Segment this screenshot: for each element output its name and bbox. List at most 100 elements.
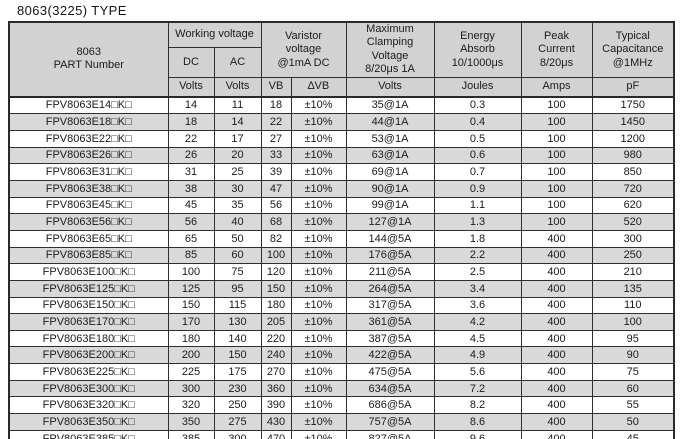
- ac-working-voltage-cell: 115: [213, 296, 262, 315]
- varistor-delta-vb-cell: ±10%: [290, 363, 347, 381]
- table-body: FPV8063E14□K□ 14 11 18 ±10% 35@1A 0.3 100 1750 FP…: [8, 96, 675, 439]
- unit-ac-volts: Volts: [213, 76, 262, 98]
- varistor-vb-cell: 470: [260, 429, 292, 439]
- varistor-delta-vb-cell: ±10%: [290, 429, 347, 439]
- varistor-vb-cell: 430: [260, 413, 292, 431]
- header-dc: DC: [167, 47, 215, 78]
- varistor-delta-vb-cell: ±10%: [290, 296, 347, 315]
- energy-absorb-cell: 3.6: [433, 296, 522, 315]
- max-clamping-voltage-cell: 387@5A: [345, 329, 435, 348]
- max-clamping-voltage-cell: 757@5A: [345, 413, 435, 431]
- part-number-cell: FPV8063E31□K□: [8, 163, 169, 181]
- varistor-delta-vb-cell: ±10%: [290, 96, 347, 115]
- dc-working-voltage-cell: 18: [167, 113, 215, 131]
- max-clamping-voltage-cell: 53@1A: [345, 129, 435, 148]
- varistor-vb-cell: 68: [260, 213, 292, 231]
- typical-capacitance-cell: 60: [591, 379, 675, 398]
- typical-capacitance-cell: 100: [591, 313, 675, 331]
- peak-current-cell: 100: [520, 129, 593, 148]
- typical-capacitance-cell: 250: [591, 246, 675, 265]
- part-number-cell: FPV8063E170□K□: [8, 313, 169, 331]
- varistor-delta-vb-cell: ±10%: [290, 263, 347, 281]
- max-clamping-voltage-cell: 35@1A: [345, 96, 435, 115]
- varistor-delta-vb-cell: ±10%: [290, 196, 347, 215]
- part-number-cell: FPV8063E150□K□: [8, 296, 169, 315]
- energy-absorb-cell: 2.2: [433, 246, 522, 265]
- part-number-cell: FPV8063E300□K□: [8, 379, 169, 398]
- part-number-cell: FPV8063E200□K□: [8, 346, 169, 365]
- part-number-cell: FPV8063E125□K□: [8, 279, 169, 298]
- max-clamping-voltage-cell: 211@5A: [345, 263, 435, 281]
- varistor-delta-vb-cell: ±10%: [290, 146, 347, 165]
- table-row: FPV8063E45□K□ 45 35 56 ±10% 99@1A 1.1 100 620: [8, 196, 675, 215]
- peak-current-cell: 400: [520, 396, 593, 415]
- ac-working-voltage-cell: 30: [213, 179, 262, 198]
- header-ac: AC: [213, 47, 262, 78]
- dc-working-voltage-cell: 170: [167, 313, 215, 331]
- table-row: FPV8063E38□K□ 38 30 47 ±10% 90@1A 0.9 100 720: [8, 179, 675, 198]
- dc-working-voltage-cell: 180: [167, 329, 215, 348]
- energy-absorb-cell: 9.6: [433, 429, 522, 439]
- varistor-delta-vb-cell: ±10%: [290, 396, 347, 415]
- table-row: FPV8063E225□K□ 225 175 270 ±10% 475@5A 5.6 400 7…: [8, 363, 675, 381]
- varistor-delta-vb-cell: ±10%: [290, 329, 347, 348]
- typical-capacitance-cell: 135: [591, 279, 675, 298]
- part-number-cell: FPV8063E225□K□: [8, 363, 169, 381]
- energy-absorb-cell: 4.5: [433, 329, 522, 348]
- ac-working-voltage-cell: 150: [213, 346, 262, 365]
- varistor-vb-cell: 390: [260, 396, 292, 415]
- energy-absorb-cell: 3.4: [433, 279, 522, 298]
- typical-capacitance-cell: 980: [591, 146, 675, 165]
- header-max-clamping-voltage: Maximum Clamping Voltage 8/20μs 1A: [345, 21, 435, 78]
- typical-capacitance-cell: 620: [591, 196, 675, 215]
- energy-absorb-cell: 1.1: [433, 196, 522, 215]
- table-row: FPV8063E31□K□ 31 25 39 ±10% 69@1A 0.7 100 850: [8, 163, 675, 181]
- dc-working-voltage-cell: 38: [167, 179, 215, 198]
- ac-working-voltage-cell: 75: [213, 263, 262, 281]
- varistor-vb-cell: 33: [260, 146, 292, 165]
- part-number-cell: FPV8063E350□K□: [8, 413, 169, 431]
- typical-capacitance-cell: 95: [591, 329, 675, 348]
- peak-current-cell: 100: [520, 96, 593, 115]
- unit-clamping-volts: Volts: [345, 76, 435, 98]
- typical-capacitance-cell: 300: [591, 229, 675, 248]
- header-varistor-voltage: Varistor voltage @1mA DC: [260, 21, 347, 78]
- varistor-delta-vb-cell: ±10%: [290, 129, 347, 148]
- table-row: FPV8063E200□K□ 200 150 240 ±10% 422@5A 4.9 400 9…: [8, 346, 675, 365]
- max-clamping-voltage-cell: 127@1A: [345, 213, 435, 231]
- typical-capacitance-cell: 210: [591, 263, 675, 281]
- max-clamping-voltage-cell: 90@1A: [345, 179, 435, 198]
- table-row: FPV8063E300□K□ 300 230 360 ±10% 634@5A 7.2 400 6…: [8, 379, 675, 398]
- ac-working-voltage-cell: 250: [213, 396, 262, 415]
- dc-working-voltage-cell: 300: [167, 379, 215, 398]
- varistor-vb-cell: 39: [260, 163, 292, 181]
- ac-working-voltage-cell: 300: [213, 429, 262, 439]
- table-row: FPV8063E65□K□ 65 50 82 ±10% 144@5A 1.8 400 300: [8, 229, 675, 248]
- varistor-vb-cell: 180: [260, 296, 292, 315]
- dc-working-voltage-cell: 85: [167, 246, 215, 265]
- dc-working-voltage-cell: 150: [167, 296, 215, 315]
- ac-working-voltage-cell: 60: [213, 246, 262, 265]
- varistor-delta-vb-cell: ±10%: [290, 413, 347, 431]
- peak-current-cell: 400: [520, 379, 593, 398]
- ac-working-voltage-cell: 20: [213, 146, 262, 165]
- energy-absorb-cell: 2.5: [433, 263, 522, 281]
- peak-current-cell: 400: [520, 363, 593, 381]
- max-clamping-voltage-cell: 317@5A: [345, 296, 435, 315]
- dc-working-voltage-cell: 26: [167, 146, 215, 165]
- energy-absorb-cell: 4.9: [433, 346, 522, 365]
- ac-working-voltage-cell: 25: [213, 163, 262, 181]
- page-title: 8063(3225) TYPE: [17, 3, 127, 18]
- varistor-vb-cell: 360: [260, 379, 292, 398]
- typical-capacitance-cell: 1750: [591, 96, 675, 115]
- typical-capacitance-cell: 75: [591, 363, 675, 381]
- peak-current-cell: 400: [520, 346, 593, 365]
- typical-capacitance-cell: 850: [591, 163, 675, 181]
- part-number-cell: FPV8063E320□K□: [8, 396, 169, 415]
- energy-absorb-cell: 1.8: [433, 229, 522, 248]
- part-number-cell: FPV8063E100□K□: [8, 263, 169, 281]
- ac-working-voltage-cell: 35: [213, 196, 262, 215]
- part-number-cell: FPV8063E56□K□: [8, 213, 169, 231]
- header-peak-current: Peak Current 8/20μs: [520, 21, 593, 78]
- peak-current-cell: 100: [520, 146, 593, 165]
